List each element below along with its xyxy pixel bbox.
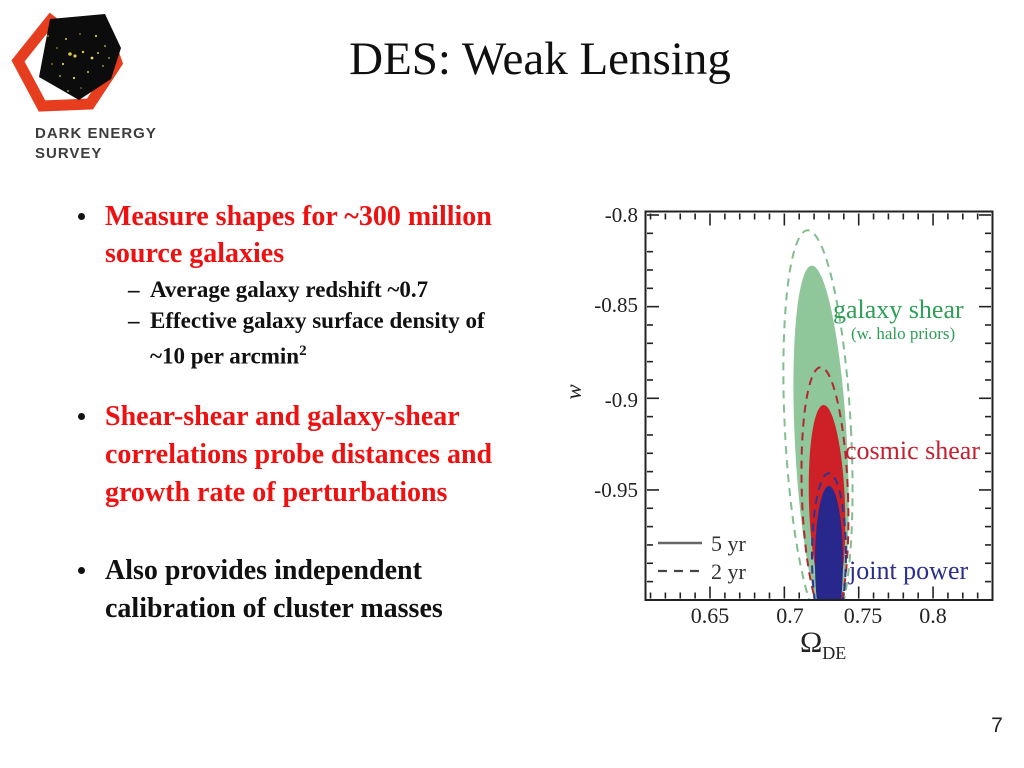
x-tick-2: 0.75 [844, 603, 883, 628]
sub-bullet-2-line1: Effective galaxy surface density of [150, 308, 485, 333]
x-tick-labels: 0.65 0.7 0.75 0.8 [691, 603, 947, 628]
joint-power-label: joint power [848, 556, 968, 585]
bullet-dot-icon [78, 566, 85, 574]
plot-svg: -0.8 -0.85 -0.9 -0.95 0.65 0.7 0.75 0.8 … [561, 203, 994, 663]
plot-frame [644, 210, 994, 601]
bullet-2-text: Shear-shear and galaxy-shear correlation… [105, 398, 492, 512]
dash-marker-icon: – [128, 308, 140, 333]
bullet-list: Measure shapes for ~300 million source g… [60, 198, 565, 628]
sub-bullet-2-line2: ~10 per arcmin [150, 343, 300, 369]
y-tick-labels: -0.8 -0.85 -0.9 -0.95 [594, 203, 638, 502]
bullet-2-line2: correlations probe distances and [105, 438, 493, 470]
y-tick-3: -0.95 [594, 478, 638, 502]
plot-legend: 5 yr 2 yr [658, 531, 747, 584]
x-axis-title-subscript: DE [822, 643, 846, 663]
axis-ticks [647, 213, 991, 599]
galaxy-shear-sublabel: (w. halo priors) [851, 324, 955, 343]
sub-bullet-2-text: Effective galaxy surface density of ~10 … [150, 305, 485, 372]
logo-line1: DARK ENERGY [35, 125, 157, 142]
logo-wordmark: DARK ENERGY SURVEY [35, 124, 157, 164]
bullet-dot-icon [78, 412, 85, 420]
legend-dashed-label: 2 yr [711, 559, 747, 584]
bullet-1-subitems: – Average galaxy redshift ~0.7 – Effecti… [128, 274, 565, 372]
galaxy-shear-label: galaxy shear [833, 295, 964, 324]
bullet-1-text: Measure shapes for ~300 million source g… [105, 198, 492, 272]
des-logo: DARK ENERGY SURVEY [8, 6, 158, 166]
bullet-1: Measure shapes for ~300 million source g… [60, 198, 565, 272]
y-tick-2: -0.9 [605, 388, 638, 412]
bullet-3-line2: calibration of cluster masses [105, 592, 443, 624]
bullet-3-line1: Also provides independent [105, 554, 422, 586]
x-axis-title: ΩDE [800, 626, 846, 663]
y-axis-title: w [561, 384, 586, 400]
confidence-contours [782, 229, 854, 600]
bullet-3: Also provides independent calibration of… [60, 552, 565, 628]
bullet-2: Shear-shear and galaxy-shear correlation… [60, 398, 565, 512]
bullet-dot-icon [78, 213, 85, 220]
y-tick-1: -0.85 [594, 293, 638, 317]
bullet-2-line3: growth rate of perturbations [105, 476, 448, 508]
y-tick-0: -0.8 [605, 203, 638, 227]
x-axis-title-omega: Ω [800, 626, 822, 659]
x-tick-3: 0.8 [919, 603, 947, 628]
logo-starfield-hexagon [39, 14, 121, 100]
weak-lensing-contour-plot: -0.8 -0.85 -0.9 -0.95 0.65 0.7 0.75 0.8 … [540, 180, 1024, 680]
sub-bullet-2: – Effective galaxy surface density of ~1… [128, 305, 565, 372]
x-tick-0: 0.65 [691, 603, 730, 628]
logo-line2: SURVEY [35, 145, 103, 162]
page-number: 7 [991, 714, 1003, 737]
slide-title: DES: Weak Lensing [349, 33, 731, 85]
x-tick-1: 0.7 [776, 603, 804, 628]
bullet-1-line1: Measure shapes for ~300 million [105, 201, 492, 232]
logo-star-specks [47, 33, 110, 92]
sub-bullet-2-superscript: 2 [299, 343, 307, 359]
bullet-3-text: Also provides independent calibration of… [105, 552, 443, 628]
bullet-2-line1: Shear-shear and galaxy-shear [105, 400, 460, 432]
des-hexagon-icon [11, 12, 124, 112]
dash-marker-icon: – [128, 277, 140, 302]
cosmic-shear-label: cosmic shear [845, 436, 980, 465]
sub-bullet-1: – Average galaxy redshift ~0.7 [128, 274, 565, 305]
legend-solid-label: 5 yr [711, 531, 747, 556]
sub-bullet-1-text: Average galaxy redshift ~0.7 [150, 277, 429, 302]
bullet-1-line2: source galaxies [105, 238, 285, 269]
